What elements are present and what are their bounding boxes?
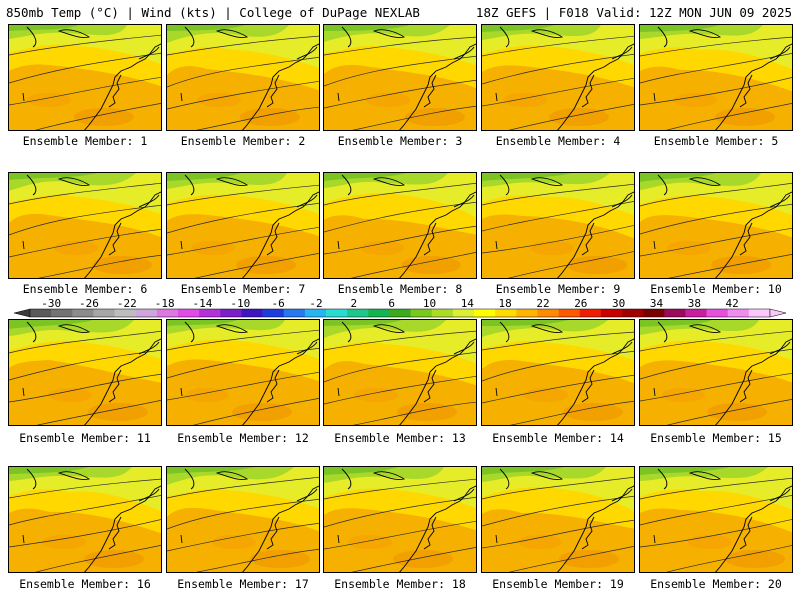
member-caption-4: Ensemble Member: 4 (495, 134, 621, 148)
member-caption-9: Ensemble Member: 9 (495, 282, 621, 296)
member-map-16 (8, 466, 162, 573)
member-map-18 (323, 466, 477, 573)
colorbar-swatch (727, 309, 750, 317)
colorbar-label: 6 (388, 297, 395, 310)
colorbar-swatch (537, 309, 559, 317)
colorbar-high-arrow (769, 308, 787, 318)
member-map-17 (166, 466, 320, 573)
colorbar-swatch (685, 309, 707, 317)
colorbar-swatch (199, 309, 221, 317)
colorbar-label: -10 (230, 297, 250, 310)
colorbar-swatch (347, 309, 369, 317)
member-map-2 (166, 24, 320, 131)
colorbar-label: -2 (309, 297, 322, 310)
colorbar-swatch (643, 309, 665, 317)
member-caption-16: Ensemble Member: 16 (19, 577, 151, 591)
colorbar-label: -30 (41, 297, 61, 310)
colorbar-low-arrow (13, 308, 31, 318)
member-map-12 (166, 319, 320, 426)
colorbar-label: 34 (650, 297, 664, 310)
member-map-14 (481, 319, 635, 426)
colorbar-label: -18 (155, 297, 175, 310)
member-map-4 (481, 24, 635, 131)
member-map-9 (481, 172, 635, 279)
member-caption-6: Ensemble Member: 6 (22, 282, 148, 296)
member-map-7 (166, 172, 320, 279)
colorbar-swatch (706, 309, 729, 317)
colorbar-swatch (262, 309, 285, 317)
colorbar-swatch (114, 309, 137, 317)
model-run-info: 18Z GEFS | F018 Valid: 12Z MON JUN 09 20… (475, 5, 792, 20)
member-caption-5: Ensemble Member: 5 (653, 134, 779, 148)
colorbar-swatch (558, 309, 581, 317)
colorbar-label: -22 (117, 297, 137, 310)
member-caption-7: Ensemble Member: 7 (180, 282, 306, 296)
member-map-20 (639, 466, 793, 573)
colorbar-swatch (30, 309, 52, 317)
colorbar-swatch (178, 309, 200, 317)
colorbar-label: 30 (612, 297, 625, 310)
member-caption-19: Ensemble Member: 19 (492, 577, 624, 591)
colorbar-swatch (72, 309, 94, 317)
member-map-10 (639, 172, 793, 279)
colorbar-swatch (326, 309, 348, 317)
colorbar-label: -6 (272, 297, 285, 310)
colorbar-swatch (304, 309, 327, 317)
member-caption-12: Ensemble Member: 12 (177, 431, 309, 445)
colorbar-swatch (579, 309, 602, 317)
colorbar-swatch (622, 309, 644, 317)
member-map-8 (323, 172, 477, 279)
colorbar-label: 22 (536, 297, 549, 310)
colorbar-label: -14 (193, 297, 213, 310)
member-caption-15: Ensemble Member: 15 (650, 431, 782, 445)
member-caption-3: Ensemble Member: 3 (337, 134, 463, 148)
colorbar-swatch (452, 309, 475, 317)
colorbar-swatch (410, 309, 433, 317)
colorbar-swatch (135, 309, 158, 317)
member-map-3 (323, 24, 477, 131)
member-caption-11: Ensemble Member: 11 (19, 431, 151, 445)
colorbar-label: 14 (461, 297, 475, 310)
colorbar-swatch (283, 309, 306, 317)
member-caption-8: Ensemble Member: 8 (337, 282, 463, 296)
member-map-6 (8, 172, 162, 279)
colorbar-label: -26 (79, 297, 99, 310)
member-map-19 (481, 466, 635, 573)
colorbar-swatch (495, 309, 517, 317)
colorbar-swatch (156, 309, 179, 317)
colorbar-label: 42 (726, 297, 739, 310)
colorbar-swatch (368, 309, 390, 317)
member-caption-14: Ensemble Member: 14 (492, 431, 624, 445)
colorbar-swatch (389, 309, 411, 317)
map-title: 850mb Temp (°C) | Wind (kts) | College o… (6, 5, 420, 20)
member-caption-20: Ensemble Member: 20 (650, 577, 782, 591)
member-caption-1: Ensemble Member: 1 (22, 134, 148, 148)
colorbar-swatch (664, 309, 686, 317)
colorbar-label: 18 (499, 297, 512, 310)
colorbar-swatch (748, 309, 771, 317)
colorbar-label: 38 (688, 297, 701, 310)
colorbar-swatch (241, 309, 263, 317)
colorbar-label: 26 (574, 297, 587, 310)
colorbar-label: 2 (351, 297, 358, 310)
colorbar-swatch (220, 309, 242, 317)
member-caption-18: Ensemble Member: 18 (334, 577, 466, 591)
colorbar-swatch (474, 309, 496, 317)
temperature-colorbar: -30 -26 -22 -18 -14 -10 -6 -2 2 6 10 14 18 22 26 30 34 38… (13, 297, 787, 318)
colorbar-swatch (93, 309, 115, 317)
member-map-1 (8, 24, 162, 131)
member-map-5 (639, 24, 793, 131)
member-map-15 (639, 319, 793, 426)
colorbar-swatch (516, 309, 538, 317)
member-caption-13: Ensemble Member: 13 (334, 431, 466, 445)
member-map-13 (323, 319, 477, 426)
colorbar-swatch (431, 309, 454, 317)
member-caption-10: Ensemble Member: 10 (650, 282, 782, 296)
colorbar-swatch (51, 309, 73, 317)
colorbar-label: 10 (423, 297, 436, 310)
member-caption-17: Ensemble Member: 17 (177, 577, 309, 591)
member-map-11 (8, 319, 162, 426)
colorbar-swatch (600, 309, 623, 317)
member-caption-2: Ensemble Member: 2 (180, 134, 306, 148)
